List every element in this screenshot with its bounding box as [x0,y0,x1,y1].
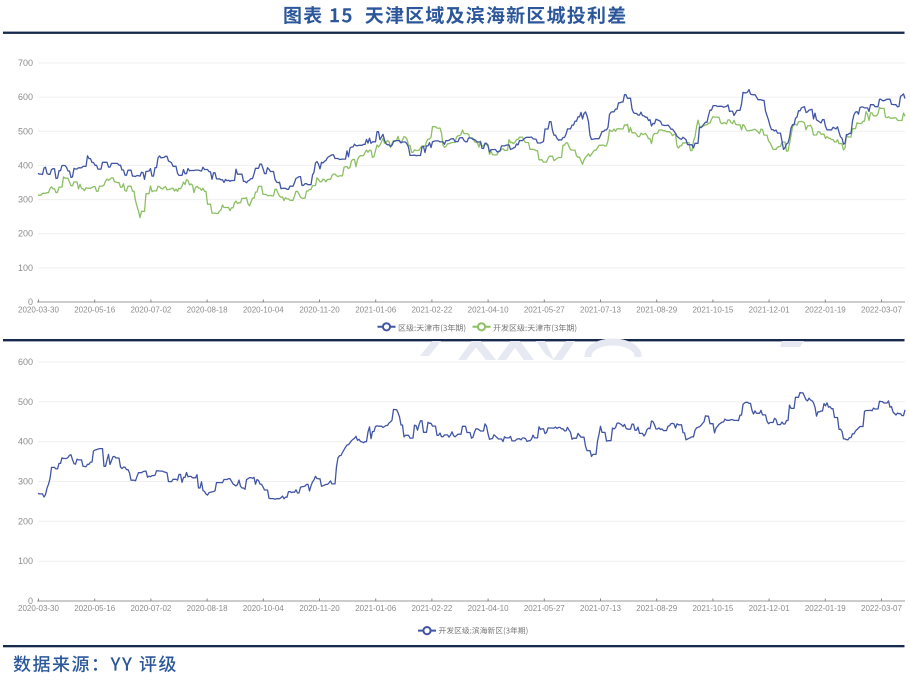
svg-text:100: 100 [18,556,33,566]
svg-text:2021-04-10: 2021-04-10 [468,306,509,315]
svg-text:2021-01-06: 2021-01-06 [355,604,396,613]
svg-text:2021-07-13: 2021-07-13 [580,306,621,315]
svg-text:2020-05-16: 2020-05-16 [74,604,115,613]
svg-text:0: 0 [28,297,33,307]
svg-text:2021-07-13: 2021-07-13 [580,604,621,613]
svg-text:2021-12-01: 2021-12-01 [749,604,790,613]
svg-text:300: 300 [18,477,33,487]
svg-text:200: 200 [18,229,33,239]
svg-text:2022-03-07: 2022-03-07 [861,306,902,315]
svg-text:0: 0 [28,596,33,606]
svg-text:500: 500 [18,397,33,407]
svg-text:2022-01-19: 2022-01-19 [805,306,846,315]
svg-text:2020-10-04: 2020-10-04 [243,604,284,613]
svg-text:500: 500 [18,126,33,136]
svg-text:2020-08-18: 2020-08-18 [187,306,228,315]
svg-text:2020-03-30: 2020-03-30 [18,604,59,613]
svg-text:2021-08-29: 2021-08-29 [636,604,677,613]
svg-text:200: 200 [18,516,33,526]
svg-text:2021-08-29: 2021-08-29 [636,306,677,315]
svg-text:600: 600 [18,92,33,102]
svg-text:2021-05-27: 2021-05-27 [524,306,565,315]
svg-text:2020-03-30: 2020-03-30 [18,306,59,315]
svg-text:2021-12-01: 2021-12-01 [749,306,790,315]
svg-text:2021-10-15: 2021-10-15 [692,604,733,613]
svg-text:2021-04-10: 2021-04-10 [468,604,509,613]
svg-text:2020-08-18: 2020-08-18 [187,604,228,613]
svg-text:2020-05-16: 2020-05-16 [74,306,115,315]
svg-text:2020-07-02: 2020-07-02 [130,306,171,315]
svg-text:400: 400 [18,160,33,170]
svg-text:2022-03-07: 2022-03-07 [861,604,902,613]
svg-text:2020-07-02: 2020-07-02 [130,604,171,613]
svg-text:2020-10-04: 2020-10-04 [243,306,284,315]
svg-text:2021-10-15: 2021-10-15 [692,306,733,315]
svg-text:2021-02-22: 2021-02-22 [411,604,452,613]
svg-text:2022-01-19: 2022-01-19 [805,604,846,613]
svg-text:2021-01-06: 2021-01-06 [355,306,396,315]
svg-text:2021-02-22: 2021-02-22 [411,306,452,315]
svg-text:300: 300 [18,195,33,205]
svg-text:600: 600 [18,357,33,367]
svg-text:2021-05-27: 2021-05-27 [524,604,565,613]
svg-text:2020-11-20: 2020-11-20 [299,306,340,315]
svg-text:100: 100 [18,263,33,273]
svg-text:2020-11-20: 2020-11-20 [299,604,340,613]
svg-text:700: 700 [18,58,33,68]
svg-text:400: 400 [18,437,33,447]
